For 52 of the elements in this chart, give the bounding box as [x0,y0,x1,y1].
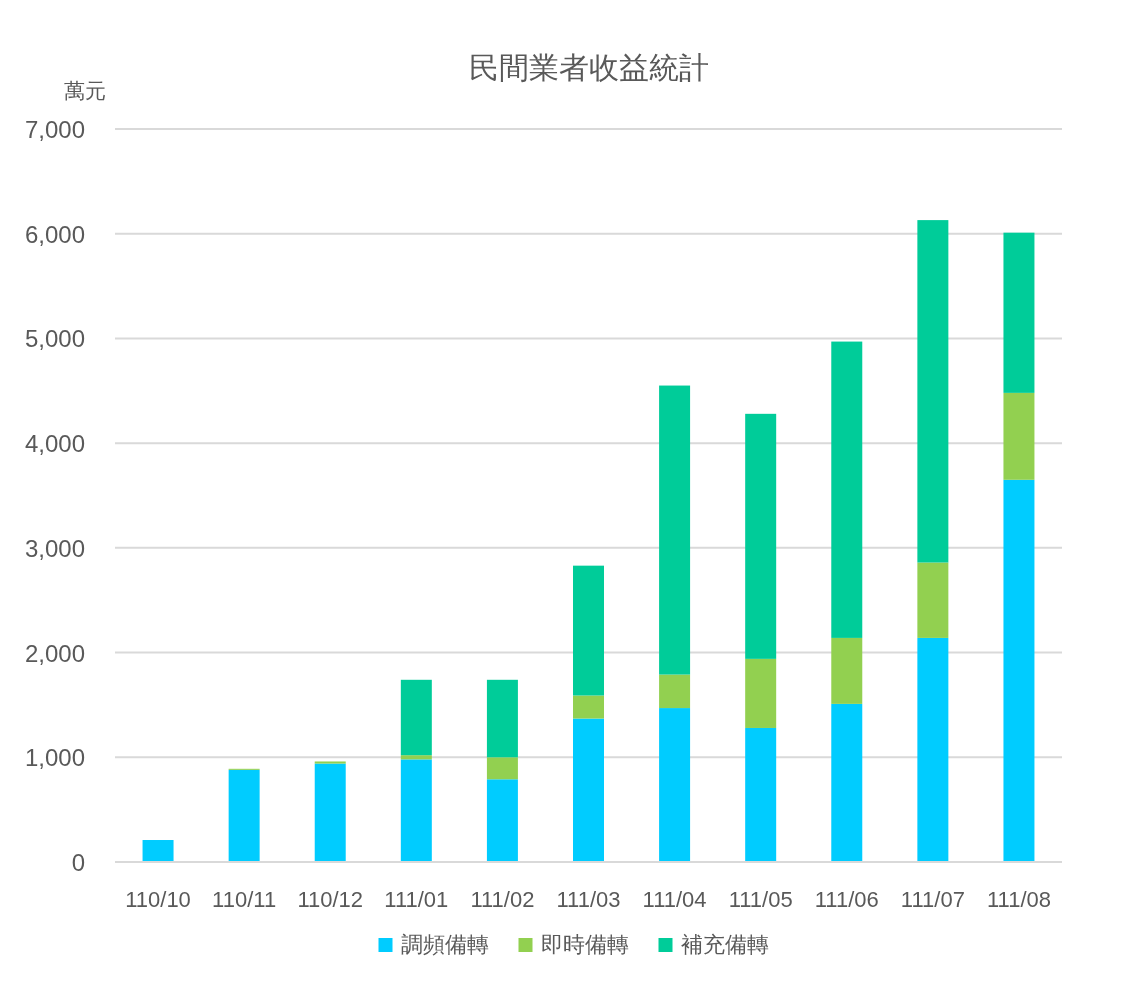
x-tick-label: 111/02 [470,887,535,912]
x-tick-label: 110/11 [212,887,277,912]
x-tick-label: 110/12 [297,887,364,912]
x-tick-label: 111/01 [384,887,449,912]
y-tick-label: 1,000 [24,744,85,772]
bar [1003,232,1035,393]
x-tick-label: 111/03 [556,887,621,912]
bar [659,708,691,862]
bar [659,385,691,675]
bar [573,565,604,696]
legend-label: 調頻備轉 [400,932,489,957]
bar [486,679,518,758]
bar [228,769,260,862]
y-tick-label: 7,000 [24,116,85,143]
y-tick-label: 4,000 [24,430,85,458]
bar [831,341,863,638]
bar [745,658,777,728]
y-tick-label: 0 [71,849,85,876]
bar [142,840,174,862]
bar [917,220,949,563]
bar [573,695,604,719]
y-axis-title: 萬元 [64,79,106,102]
bar [917,637,949,862]
bar [659,674,691,709]
x-tick-label: 111/07 [900,887,965,912]
bar [745,413,777,659]
bar [400,759,432,862]
y-tick-label: 5,000 [24,325,85,353]
bar [1003,479,1035,862]
bar [573,718,604,862]
bar [486,779,518,862]
chart-title: 民間業者收益統計 [468,51,709,84]
x-tick-label: 110/10 [125,887,191,912]
legend-label: 即時備轉 [540,932,629,957]
bar [745,727,777,862]
x-tick-label: 111/08 [986,887,1051,912]
x-tick-label: 111/06 [814,887,879,912]
y-tick-label: 3,000 [24,534,85,562]
y-tick-label: 6,000 [24,220,85,248]
bar [400,679,432,756]
bar [917,562,949,638]
bar [831,637,863,704]
bar [400,755,432,760]
legend-label: 補充備轉 [680,932,769,957]
bar [314,763,346,862]
bar [486,757,518,780]
x-tick-label: 111/04 [642,887,707,912]
bar [1003,392,1035,480]
bar [831,703,863,862]
bar [314,761,346,764]
x-tick-label: 111/05 [728,887,793,912]
y-tick-label: 2,000 [24,639,85,667]
